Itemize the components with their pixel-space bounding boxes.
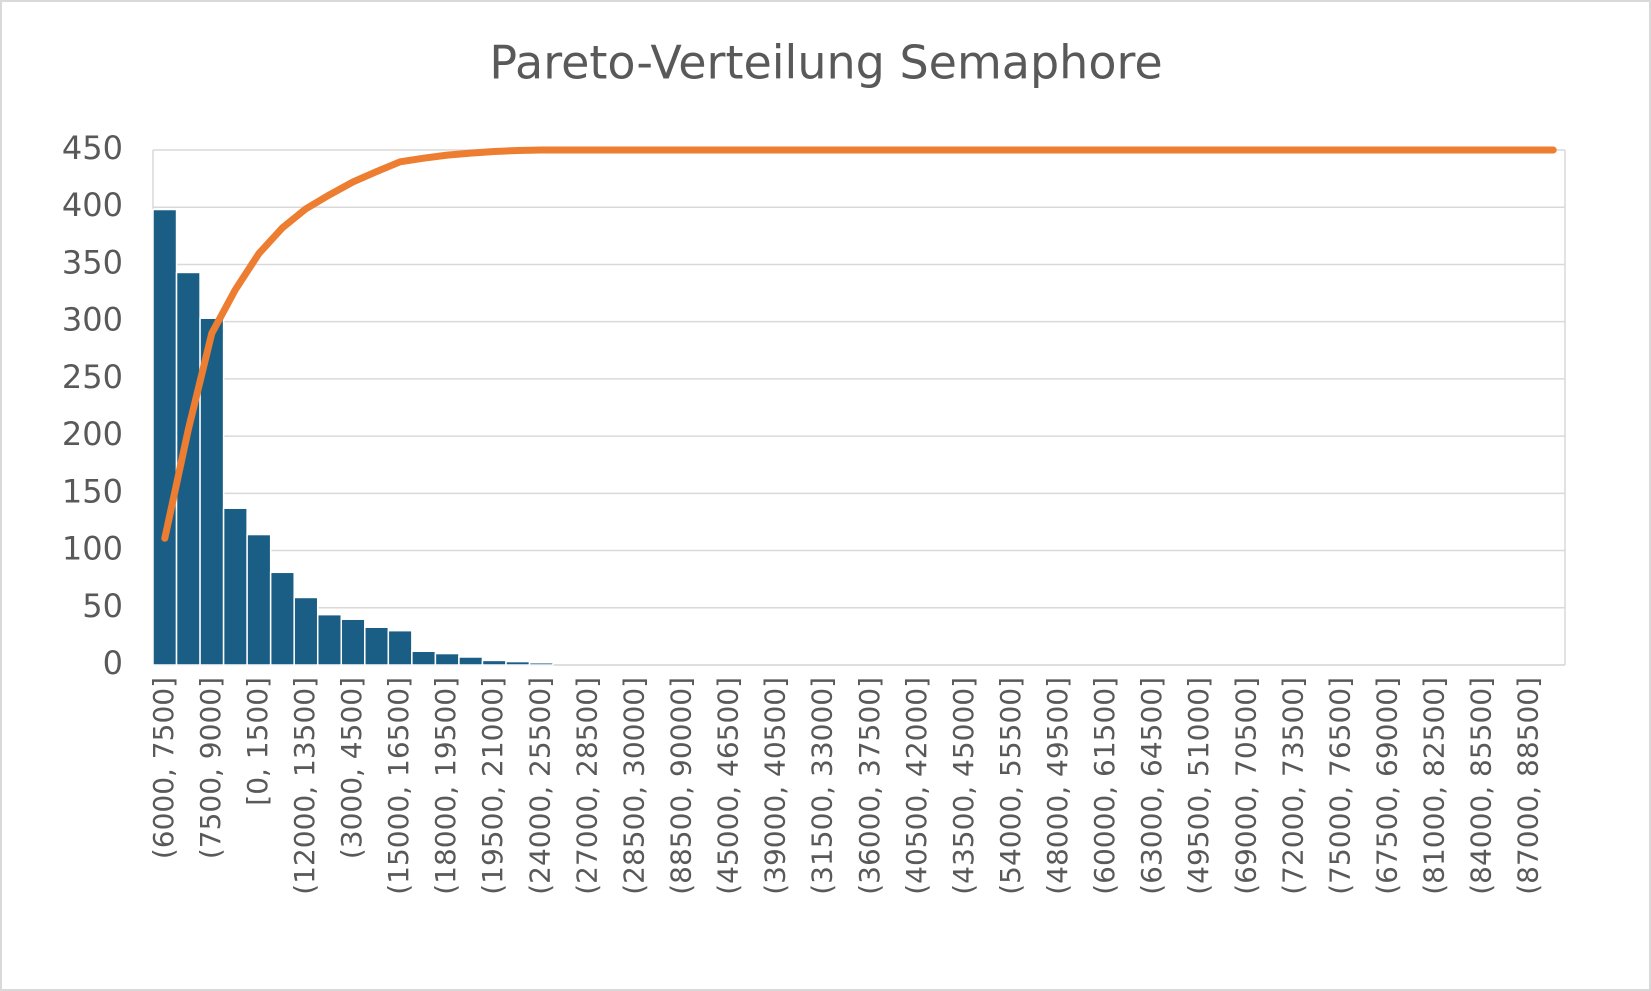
x-tick-label: (87000, 88500] <box>1512 677 1545 895</box>
y-tick-label: 200 <box>62 415 123 453</box>
bar <box>458 656 484 666</box>
y-tick-label: 300 <box>62 301 123 339</box>
x-tick-label: (31500, 33000] <box>806 677 839 895</box>
x-tick-label: [0, 1500] <box>241 677 274 806</box>
chart-title: Pareto-Verteilung Semaphore <box>489 36 1162 90</box>
x-tick-label: (39000, 40500] <box>759 677 792 895</box>
x-tick-label: (84000, 85500] <box>1465 677 1498 895</box>
x-tick-label: (18000, 19500] <box>429 677 462 895</box>
x-tick-label: (12000, 13500] <box>288 677 321 895</box>
x-tick-label: (43500, 45000] <box>947 677 980 895</box>
bar <box>387 629 413 666</box>
bar <box>364 626 390 666</box>
bar <box>411 650 437 666</box>
x-tick-label: (72000, 73500] <box>1276 677 1309 895</box>
y-tick-label: 450 <box>62 129 123 167</box>
bar <box>340 618 366 666</box>
y-tick-label: 400 <box>62 186 123 224</box>
x-tick-label: (69000, 70500] <box>1229 677 1262 895</box>
bar <box>505 660 531 666</box>
y-tick-label: 0 <box>103 644 123 682</box>
bar <box>152 208 178 666</box>
x-tick-label: (27000, 28500] <box>570 677 603 895</box>
y-tick-label: 150 <box>62 472 123 510</box>
bar <box>481 659 507 666</box>
x-tick-label: (19500, 21000] <box>476 677 509 895</box>
x-tick-label: (15000, 16500] <box>382 677 415 895</box>
bar <box>222 507 248 666</box>
x-tick-label: (75000, 76500] <box>1323 677 1356 895</box>
bar <box>246 533 272 666</box>
x-tick-label: (24000, 25500] <box>523 677 556 895</box>
y-tick-label: 50 <box>82 587 123 625</box>
x-tick-label: (67500, 69000] <box>1371 677 1404 895</box>
x-tick-label: (81000, 82500] <box>1418 677 1451 895</box>
bar <box>293 596 319 666</box>
x-tick-label: (6000, 7500] <box>147 677 180 859</box>
x-tick-label: (88500, 90000] <box>665 677 698 895</box>
bar <box>316 613 343 666</box>
bar <box>434 652 460 666</box>
x-tick-label: (3000, 4500] <box>335 677 368 859</box>
bar <box>199 317 225 666</box>
x-tick-label: (49500, 51000] <box>1182 677 1215 895</box>
cumulative-line <box>161 146 1557 542</box>
x-tick-label: (60000, 61500] <box>1088 677 1121 895</box>
x-tick-label: (48000, 49500] <box>1041 677 1074 895</box>
y-tick-label: 250 <box>62 358 123 396</box>
x-tick-label: (36000, 37500] <box>853 677 886 895</box>
y-tick-label: 350 <box>62 243 123 281</box>
x-tick-label: (54000, 55500] <box>994 677 1027 895</box>
y-tick-label: 100 <box>62 530 123 568</box>
x-tick-label: (63000, 64500] <box>1135 677 1168 895</box>
x-tick-label: (7500, 9000] <box>194 677 227 859</box>
x-tick-label: (28500, 30000] <box>617 677 650 895</box>
x-tick-label: (45000, 46500] <box>712 677 745 895</box>
bar <box>528 661 554 666</box>
x-tick-label: (40500, 42000] <box>900 677 933 895</box>
bar <box>269 571 295 666</box>
